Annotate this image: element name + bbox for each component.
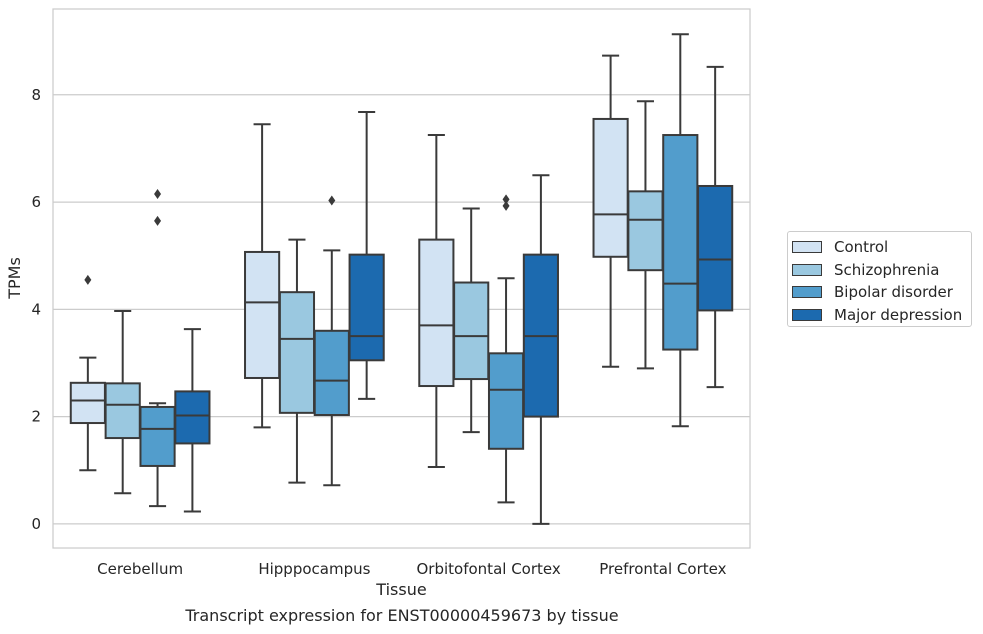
- iqr-box-major-depression-cerebellum: [174, 390, 211, 445]
- legend-label-bipolar-disorder: Bipolar disorder: [834, 283, 953, 302]
- iqr-box-bipolar-disorder-cerebellum: [139, 405, 176, 467]
- legend-item-schizophrenia: Schizophrenia: [792, 259, 971, 282]
- x-tick-label-prefrontal-cortex: Prefrontal Cortex: [599, 560, 726, 578]
- iqr-box-schizophrenia-cerebellum: [104, 382, 141, 440]
- iqr-box-schizophrenia-orbitofontal-cortex: [453, 281, 490, 381]
- iqr-box-major-depression-prefrontal-cortex: [697, 184, 734, 312]
- chart-caption: Transcript expression for ENST0000045967…: [185, 606, 619, 625]
- y-tick-label-8: 8: [31, 86, 41, 104]
- outlier-bipolar-disorder-orbitofontal-cortex-1: [502, 194, 510, 205]
- legend-swatch-schizophrenia: [792, 263, 822, 276]
- box-major-depression-hipppocampus: [348, 110, 385, 400]
- legend-swatch-bipolar-disorder: [792, 286, 822, 299]
- box-control-cerebellum: [69, 274, 106, 472]
- x-tick-labels: Cerebellum Hipppocampus Orbitofontal Corte…: [97, 560, 726, 578]
- iqr-box-bipolar-disorder-prefrontal-cortex: [662, 134, 699, 351]
- x-tick-label-cerebellum: Cerebellum: [97, 560, 183, 578]
- box-bipolar-disorder-hipppocampus: [313, 195, 350, 487]
- legend-item-control: Control: [792, 236, 971, 259]
- box-schizophrenia-prefrontal-cortex: [627, 100, 664, 370]
- y-tick-labels: 0 2 4 6 8: [31, 86, 41, 533]
- box-bipolar-disorder-orbitofontal-cortex: [487, 194, 525, 504]
- legend-swatch-major-depression: [792, 308, 822, 321]
- box-schizophrenia-orbitofontal-cortex: [453, 207, 490, 434]
- x-tick-label-hipppocampus: Hipppocampus: [258, 560, 370, 578]
- box-major-depression-prefrontal-cortex: [697, 65, 734, 389]
- box-bipolar-disorder-prefrontal-cortex: [662, 33, 699, 428]
- legend-label-schizophrenia: Schizophrenia: [834, 260, 940, 279]
- box-control-orbitofontal-cortex: [418, 134, 455, 469]
- outlier-bipolar-disorder-orbitofontal-cortex-0: [502, 200, 510, 211]
- plot-boxes: [69, 33, 734, 525]
- plot-frame: [52, 8, 751, 549]
- box-major-depression-orbitofontal-cortex: [522, 174, 559, 525]
- y-tick-label-4: 4: [31, 300, 41, 318]
- box-control-hipppocampus: [244, 123, 281, 429]
- iqr-box-schizophrenia-hipppocampus: [278, 291, 316, 414]
- y-tick-label-2: 2: [31, 408, 41, 426]
- outlier-bipolar-disorder-cerebellum-0: [154, 215, 162, 226]
- iqr-box-major-depression-hipppocampus: [348, 253, 385, 362]
- y-tick-label-0: 0: [31, 515, 41, 533]
- iqr-box-control-hipppocampus: [244, 250, 281, 379]
- x-tick-label-orbitofontal-cortex: Orbitofontal Cortex: [417, 560, 561, 578]
- box-schizophrenia-hipppocampus: [278, 238, 316, 484]
- legend-label-control: Control: [834, 238, 889, 257]
- outlier-control-cerebellum-0: [84, 274, 92, 285]
- box-major-depression-cerebellum: [174, 328, 211, 513]
- iqr-box-control-prefrontal-cortex: [592, 117, 629, 258]
- iqr-box-control-orbitofontal-cortex: [418, 238, 455, 388]
- iqr-box-bipolar-disorder-hipppocampus: [313, 329, 350, 416]
- legend-swatch-control: [792, 241, 822, 254]
- legend-item-bipolar-disorder: Bipolar disorder: [792, 281, 971, 304]
- y-tick-label-6: 6: [31, 193, 41, 211]
- outlier-bipolar-disorder-cerebellum-1: [154, 189, 162, 200]
- iqr-box-control-cerebellum: [69, 381, 106, 425]
- legend: Control Schizophrenia Bipolar disorder M…: [787, 231, 972, 327]
- box-control-prefrontal-cortex: [592, 54, 629, 368]
- outlier-bipolar-disorder-hipppocampus-0: [328, 195, 336, 206]
- legend-item-major-depression: Major depression: [792, 304, 971, 327]
- box-schizophrenia-cerebellum: [104, 309, 141, 495]
- box-bipolar-disorder-cerebellum: [139, 189, 176, 508]
- x-axis-label: Tissue: [375, 580, 426, 599]
- y-axis-label: TPMs: [5, 257, 24, 300]
- iqr-box-bipolar-disorder-orbitofontal-cortex: [487, 352, 525, 450]
- legend-label-major-depression: Major depression: [834, 305, 963, 324]
- iqr-box-schizophrenia-prefrontal-cortex: [627, 190, 664, 272]
